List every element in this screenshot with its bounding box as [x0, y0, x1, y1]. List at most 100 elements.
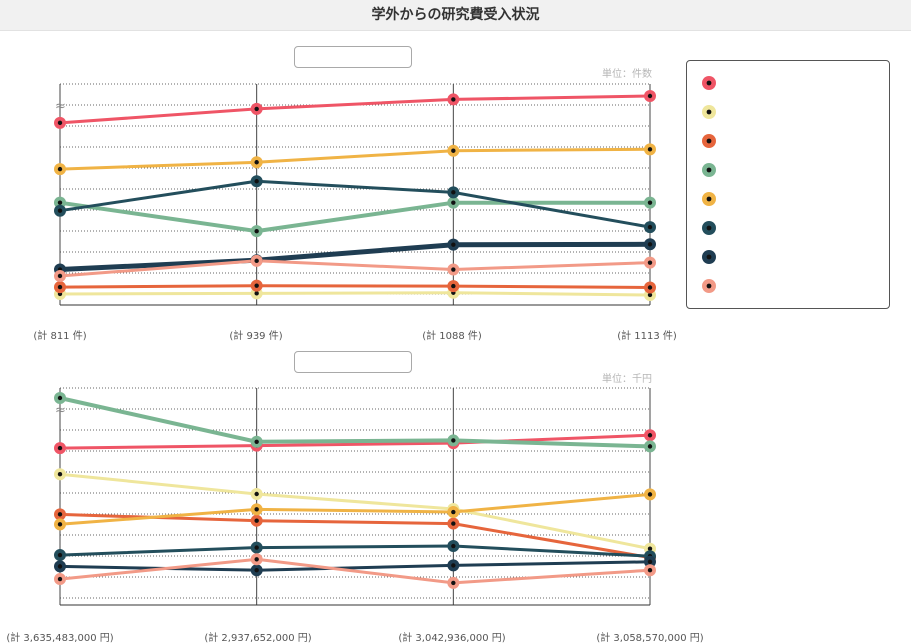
data-point-center [57, 166, 63, 172]
data-point-center [57, 208, 63, 213]
data-point-center [647, 568, 653, 573]
legend-marker-center [706, 283, 712, 289]
data-point-center [254, 568, 259, 573]
data-point-center [647, 444, 653, 449]
series-line-3 [59, 284, 651, 289]
series-line-7 [59, 241, 651, 272]
data-point-center [647, 242, 653, 247]
series-line-8 [59, 557, 651, 585]
data-point-center [451, 148, 456, 153]
chart2-selector-box[interactable] [294, 351, 412, 373]
data-point-center [57, 522, 63, 527]
legend-marker-center [706, 138, 712, 144]
data-point-center [57, 395, 63, 401]
series-line-5 [59, 147, 651, 171]
series-line-6 [59, 544, 651, 558]
chart2-total-label: (計 2,937,652,000 円) [204, 633, 312, 644]
data-point-center [451, 563, 456, 568]
chart2-total-label: (計 3,042,936,000 円) [398, 633, 506, 644]
data-point-center [647, 433, 653, 438]
series-line-1 [59, 433, 651, 450]
axis-break-symbol: ≈ [55, 99, 66, 114]
data-point-center [254, 439, 259, 444]
data-point-center [451, 521, 456, 526]
data-point-center [647, 147, 653, 152]
data-point-center [57, 273, 63, 279]
legend-marker-center [706, 80, 712, 86]
legend-marker-center [706, 254, 712, 260]
chart1-plot-area: ≈ [54, 83, 656, 306]
data-point-center [57, 576, 63, 582]
data-point-center [451, 97, 456, 102]
legend-marker-center [706, 196, 712, 202]
data-point-center [647, 559, 653, 564]
data-point-center [451, 190, 456, 195]
data-point-center [57, 512, 63, 517]
series-line-4 [59, 396, 651, 449]
series-line-1 [59, 94, 651, 125]
legend-item [699, 276, 879, 296]
legend-item [699, 247, 879, 267]
data-point-center [254, 518, 259, 523]
data-point-center [647, 292, 653, 298]
data-point-center [451, 242, 456, 247]
legend-marker-center [706, 225, 712, 231]
data-point-center [647, 285, 653, 290]
data-point-center [57, 200, 63, 205]
series-line-8 [59, 259, 651, 278]
legend-marker-center [706, 167, 712, 173]
legend-item [699, 73, 879, 93]
chart2-plot-area: ≈ [54, 387, 656, 606]
marker-circle-icon [702, 221, 716, 235]
chart1-total-label: (計 1113 件) [617, 331, 677, 342]
legend-marker-center [706, 109, 712, 115]
axis-break-symbol: ≈ [55, 403, 66, 418]
data-point-center [57, 120, 63, 126]
series-line-2 [59, 291, 651, 297]
legend-item [699, 218, 879, 238]
data-point-center [254, 545, 259, 550]
chart2-unit-label: 単位：千円 [602, 374, 652, 385]
chart1-selector-box[interactable] [294, 46, 412, 68]
data-point-center [647, 93, 653, 99]
data-point-center [451, 580, 456, 586]
chart1-total-label: (計 811 件) [33, 331, 87, 342]
data-point-center [57, 284, 63, 290]
chart2-total-label: (計 3,635,483,000 円) [6, 633, 114, 644]
data-point-center [647, 492, 653, 497]
legend-item [699, 189, 879, 209]
data-point-center [647, 224, 653, 230]
marker-circle-icon [702, 250, 716, 264]
legend-item [699, 160, 879, 180]
data-point-center [254, 258, 259, 264]
data-point-center [254, 291, 259, 296]
series-line-5 [59, 492, 651, 526]
legend-item [699, 131, 879, 151]
data-point-center [254, 228, 259, 234]
data-point-center [451, 283, 456, 289]
data-point-center [254, 491, 259, 497]
marker-circle-icon [702, 134, 716, 148]
data-point-center [451, 509, 456, 515]
chart1-unit-label: 単位：件数 [602, 69, 652, 80]
page-title: 学外からの研究費受入状況 [0, 0, 911, 31]
data-point-center [254, 507, 259, 512]
data-point-center [57, 552, 63, 558]
data-point-center [254, 179, 259, 184]
data-point-center [451, 267, 456, 272]
chart1-total-label: (計 1088 件) [422, 331, 482, 342]
data-point-center [57, 445, 63, 451]
data-point-center [451, 438, 456, 443]
series-line-4 [59, 200, 650, 234]
marker-circle-icon [702, 163, 716, 177]
data-point-center [647, 260, 653, 265]
chart2-total-label: (計 3,058,570,000 円) [596, 633, 704, 644]
data-point-center [647, 546, 653, 551]
data-point-center [57, 564, 63, 569]
marker-circle-icon [702, 76, 716, 90]
legend-item [699, 102, 879, 122]
marker-circle-icon [702, 105, 716, 119]
data-point-center [647, 200, 653, 205]
series-line-6 [59, 179, 651, 229]
